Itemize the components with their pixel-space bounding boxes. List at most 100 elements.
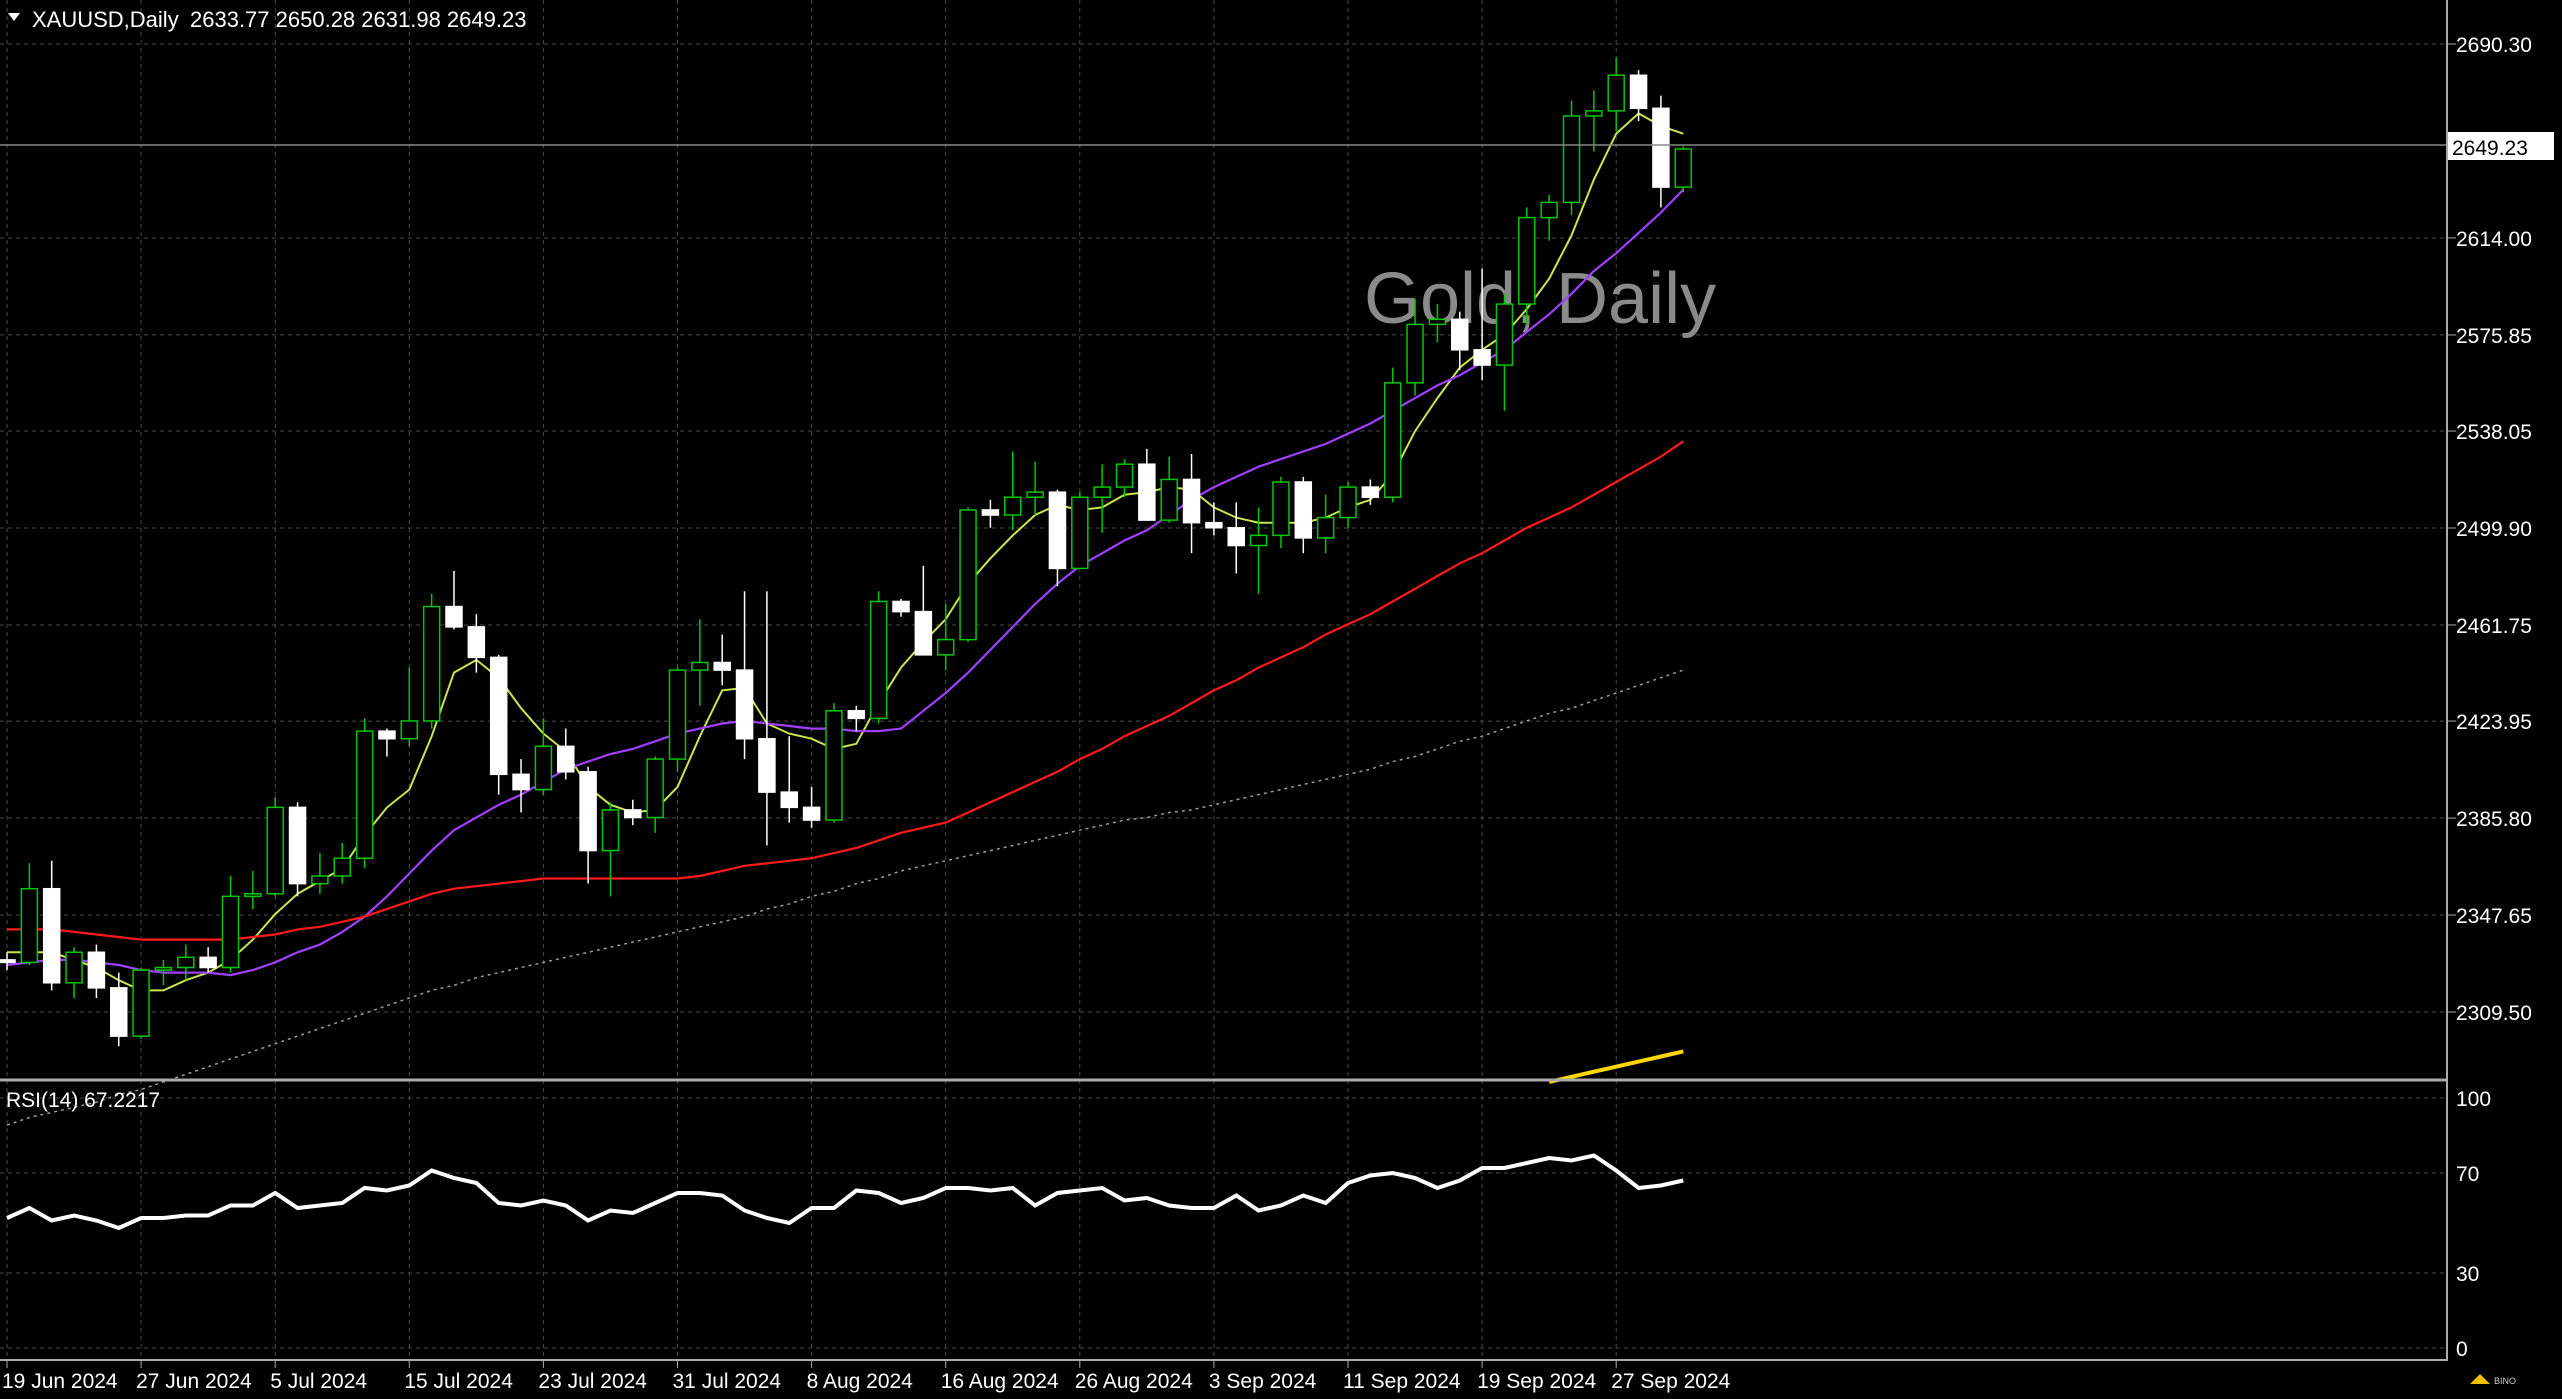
candle[interactable] [378, 728, 396, 757]
candle-body [244, 893, 262, 898]
candle[interactable] [1361, 479, 1380, 505]
candle[interactable] [132, 967, 150, 1039]
candle[interactable] [221, 876, 240, 973]
candle[interactable] [825, 703, 843, 823]
candle[interactable] [355, 718, 374, 869]
candle[interactable] [713, 634, 731, 686]
candle[interactable] [489, 654, 508, 795]
candle[interactable] [601, 802, 620, 897]
candle[interactable] [87, 944, 106, 999]
candle[interactable] [1093, 464, 1111, 533]
candle[interactable] [1428, 304, 1447, 343]
candle[interactable] [668, 667, 687, 772]
candle[interactable] [735, 591, 754, 760]
candle[interactable] [557, 728, 575, 780]
candle[interactable] [691, 619, 709, 706]
rsi-line[interactable] [6, 1153, 1684, 1231]
moving-averages[interactable] [6, 112, 1685, 1126]
candle[interactable] [0, 952, 16, 971]
candle[interactable] [802, 787, 821, 828]
candle[interactable] [579, 766, 597, 884]
candle[interactable] [400, 667, 419, 747]
candles[interactable] [0, 57, 1692, 1047]
candle[interactable] [1473, 268, 1491, 381]
header-dropdown-icon[interactable] [8, 13, 20, 21]
candle[interactable] [65, 947, 83, 999]
candle-body [1652, 107, 1670, 188]
candle[interactable] [1227, 502, 1245, 574]
candle[interactable] [1629, 70, 1648, 122]
candle[interactable] [512, 759, 530, 813]
candle[interactable] [1182, 454, 1201, 554]
candle[interactable] [20, 863, 39, 965]
candle[interactable] [1518, 207, 1536, 325]
candle-body [1473, 349, 1491, 366]
candle[interactable] [1562, 100, 1581, 216]
candle[interactable] [1383, 367, 1402, 503]
candle[interactable] [1607, 57, 1625, 132]
price-axis[interactable]: 2690.30 2614.00 2575.85 2538.05 2499.90 2461.… [2447, 34, 2532, 1025]
candle[interactable] [467, 614, 486, 673]
candle[interactable] [1316, 494, 1335, 554]
candle-body [1272, 481, 1290, 537]
candle-body [735, 669, 754, 740]
candle[interactable] [1160, 456, 1178, 523]
candle[interactable] [892, 598, 910, 617]
candle[interactable] [1048, 489, 1067, 587]
candle[interactable] [333, 842, 351, 884]
candle[interactable] [1004, 451, 1022, 531]
candle[interactable] [1674, 146, 1692, 193]
candle-body [177, 956, 195, 969]
candle[interactable] [624, 799, 642, 826]
candle[interactable] [445, 570, 463, 630]
candle[interactable] [646, 756, 664, 833]
candle[interactable] [1339, 481, 1357, 528]
candle[interactable] [869, 591, 888, 724]
ma-line-mid[interactable] [6, 188, 1685, 977]
candle[interactable] [311, 853, 329, 894]
candle[interactable] [110, 972, 128, 1047]
candle-body [311, 875, 329, 885]
candle[interactable] [199, 947, 217, 973]
candle[interactable] [914, 565, 933, 656]
candle[interactable] [1652, 95, 1670, 208]
candle[interactable] [1585, 90, 1603, 152]
candle[interactable] [1272, 476, 1290, 549]
ma-line-fast[interactable] [7, 112, 1684, 992]
candle[interactable] [1249, 507, 1268, 594]
candle-body [1160, 478, 1178, 521]
candle[interactable] [1205, 502, 1223, 536]
candle[interactable] [780, 736, 798, 823]
time-axis[interactable]: 19 Jun 2024 27 Jun 2024 5 Jul 2024 15 Jul 2… [2, 1360, 1731, 1393]
candle[interactable] [154, 959, 173, 986]
candle[interactable] [959, 507, 977, 643]
candle[interactable] [1071, 492, 1089, 570]
candle-body [1361, 486, 1380, 498]
candle[interactable] [1451, 311, 1469, 371]
candle[interactable] [1495, 293, 1514, 411]
candle-body [780, 791, 798, 809]
candle[interactable] [936, 604, 955, 671]
candle[interactable] [758, 591, 776, 846]
candle[interactable] [847, 705, 866, 732]
brand-logo: BINO [2470, 1374, 2516, 1386]
candle[interactable] [1138, 448, 1156, 521]
candle[interactable] [266, 797, 284, 897]
ma-line-slow[interactable] [7, 440, 1684, 941]
rsi-axis: 100 70 30 0 [2456, 1088, 2491, 1361]
candle[interactable] [1294, 476, 1313, 554]
candle[interactable] [1115, 459, 1134, 498]
candle[interactable] [422, 593, 441, 729]
candle-body [624, 809, 642, 819]
candle[interactable] [981, 499, 1000, 528]
candle[interactable] [244, 870, 262, 910]
candle-body [110, 987, 128, 1037]
candle[interactable] [1406, 298, 1424, 396]
candle[interactable] [534, 718, 553, 795]
candle[interactable] [42, 860, 61, 991]
candle[interactable] [288, 802, 307, 897]
candle[interactable] [1026, 461, 1044, 516]
candle[interactable] [177, 944, 195, 981]
candle[interactable] [1540, 194, 1558, 241]
ma-line-extra[interactable] [1548, 1049, 1684, 1084]
